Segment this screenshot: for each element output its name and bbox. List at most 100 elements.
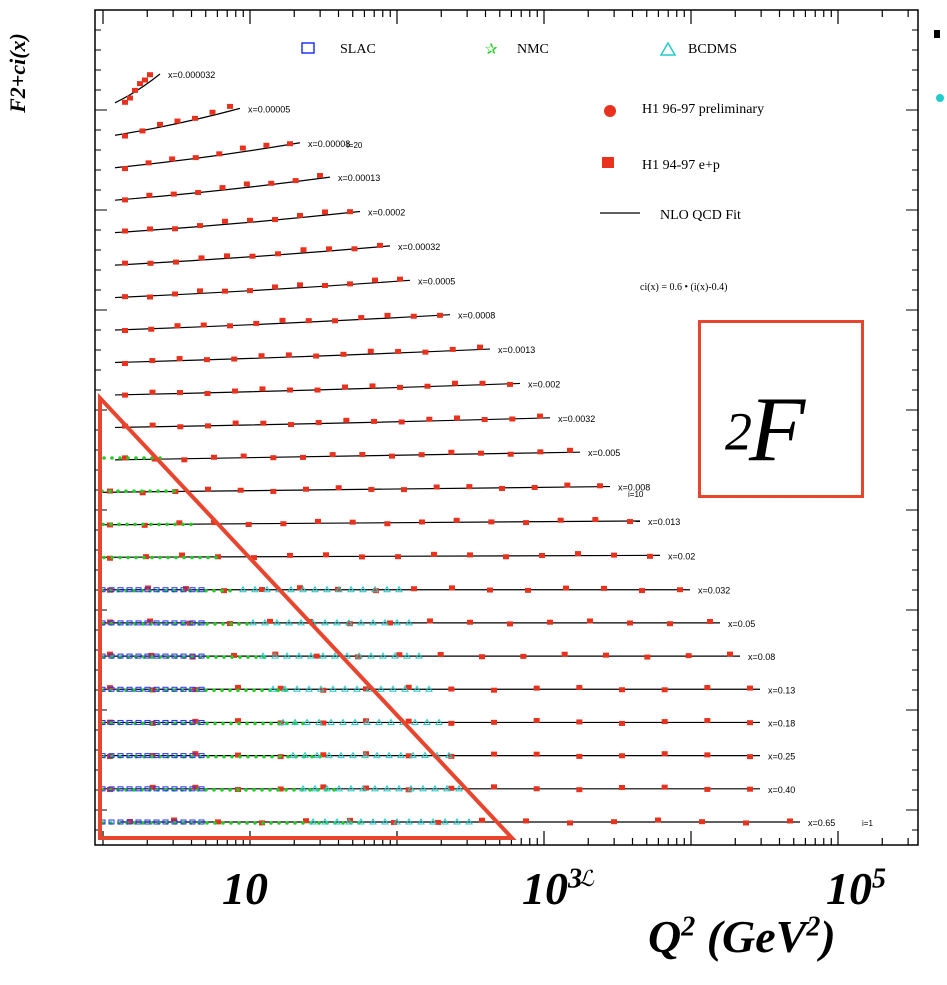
data-point-nmc (236, 788, 240, 792)
data-point-h1 (507, 621, 513, 627)
data-point-h1 (363, 686, 369, 692)
data-point-bcdms (349, 751, 357, 759)
data-point-h1 (192, 115, 198, 121)
data-point-h1 (466, 484, 473, 490)
legend-marker-h1-96 (604, 105, 616, 117)
data-point-h1 (287, 387, 293, 393)
data-point-h1 (405, 684, 412, 690)
data-point-h1 (743, 820, 749, 826)
data-point-h1 (313, 353, 320, 359)
data-point-nmc (150, 655, 154, 659)
data-point-slac (126, 786, 133, 792)
data-point-nmc (204, 588, 208, 593)
data-point-nmc (228, 788, 232, 792)
data-point-h1 (139, 128, 146, 134)
data-point-nmc (246, 655, 250, 659)
data-point-bcdms (375, 718, 383, 725)
data-point-h1 (427, 618, 433, 624)
data-point-nmc (117, 522, 121, 527)
data-point-nmc (254, 754, 258, 759)
data-point-nmc (212, 788, 216, 792)
x-tick-label-100000: 105 (826, 863, 886, 914)
data-point-bcdms (339, 718, 347, 725)
data-point-slac (153, 620, 160, 626)
data-point-h1 (146, 192, 153, 198)
legend-label-fit: NLO QCD Fit (660, 208, 741, 223)
data-point-h1 (611, 819, 617, 825)
data-point-h1 (396, 652, 403, 658)
data-point-h1 (176, 520, 183, 526)
legend-marker-slac (301, 42, 315, 54)
bin-label: x=0.18 (768, 718, 795, 728)
bin-label: x=0.00008 (308, 139, 350, 149)
data-point-nmc (278, 754, 282, 759)
data-point-h1 (478, 450, 484, 456)
data-point-slac (117, 587, 124, 593)
data-point-nmc (212, 688, 216, 693)
data-point-slac (126, 753, 133, 759)
data-point-nmc (260, 788, 264, 792)
data-point-bcdms (271, 652, 279, 659)
data-point-h1 (303, 818, 309, 824)
data-point-slac (135, 620, 142, 626)
data-point-bcdms (291, 718, 299, 725)
bin-label: x=0.40 (768, 785, 795, 795)
data-point-h1 (419, 519, 425, 525)
data-point-h1 (172, 291, 178, 297)
data-point-h1 (237, 487, 244, 493)
data-point-h1 (205, 486, 211, 492)
annotation-label: i=20 (347, 141, 363, 150)
data-point-h1 (303, 486, 309, 492)
legend-marker-nmc: ✰ (485, 40, 498, 58)
data-point-h1 (685, 653, 692, 659)
data-point-h1 (564, 482, 571, 488)
data-point-slac (180, 587, 187, 593)
data-point-h1 (405, 753, 412, 759)
data-point-h1 (315, 420, 322, 426)
data-point-nmc (229, 721, 233, 726)
data-point-bcdms (285, 618, 293, 626)
data-point-slac (108, 786, 115, 792)
data-point-h1 (132, 87, 138, 93)
data-point-h1 (437, 651, 444, 657)
data-point-h1 (259, 386, 266, 392)
data-point-slac (108, 620, 115, 626)
bin-label: x=0.0008 (458, 311, 495, 321)
data-point-bcdms (343, 652, 351, 659)
fit-line (99, 485, 611, 493)
data-point-slac (180, 719, 187, 725)
data-point-h1 (448, 686, 455, 692)
data-point-h1 (231, 356, 238, 362)
data-point-bcdms (331, 652, 339, 659)
data-point-bcdms (385, 751, 393, 759)
data-point-h1 (143, 554, 149, 560)
bin-label: x=0.000032 (168, 70, 215, 80)
data-point-bcdms (325, 751, 333, 759)
data-point-h1 (245, 522, 252, 528)
data-point-h1 (619, 720, 625, 726)
data-point-h1 (305, 318, 312, 324)
annotation-label: i=1 (862, 819, 873, 828)
data-point-h1 (268, 180, 275, 186)
data-point-h1 (285, 352, 292, 358)
data-point-h1 (426, 416, 433, 422)
data-point-slac (117, 653, 124, 659)
data-point-h1 (603, 652, 609, 658)
data-point-bcdms (379, 652, 387, 659)
data-point-h1 (503, 554, 509, 560)
data-point-h1 (137, 81, 143, 87)
data-point-h1 (487, 587, 493, 593)
data-point-h1 (525, 587, 531, 593)
data-point-h1 (270, 488, 277, 494)
data-point-h1 (149, 422, 156, 428)
data-point-h1 (215, 554, 221, 560)
data-point-h1 (448, 449, 455, 455)
fit-line (114, 210, 361, 234)
data-point-bcdms (397, 751, 405, 759)
data-point-h1 (224, 253, 230, 259)
data-point-nmc (260, 688, 264, 693)
data-point-nmc (244, 688, 248, 693)
data-point-nmc (141, 821, 145, 825)
bin-label: x=0.00032 (398, 242, 440, 252)
data-point-h1 (523, 520, 529, 526)
